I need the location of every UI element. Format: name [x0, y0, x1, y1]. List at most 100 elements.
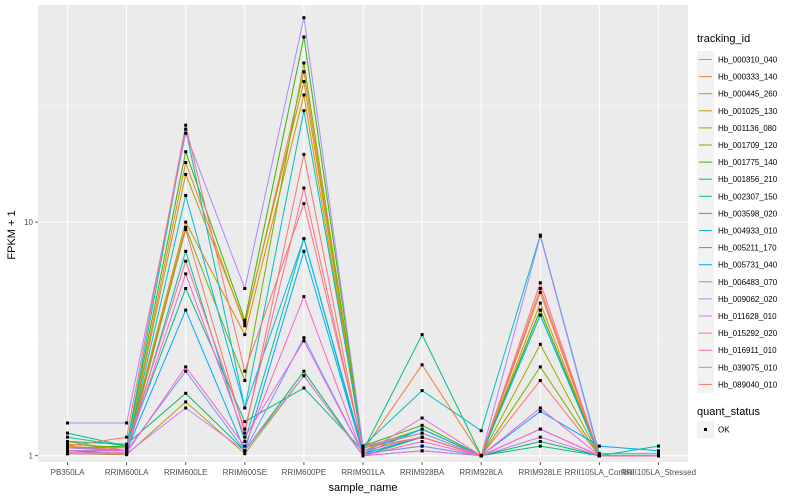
data-point: [302, 374, 306, 378]
data-point: [184, 123, 188, 127]
data-point: [538, 313, 542, 317]
y-axis: 1 10: [24, 218, 38, 461]
data-point: [184, 272, 188, 276]
data-point: [420, 423, 424, 427]
data-point: [302, 336, 306, 340]
data-point: [538, 427, 542, 431]
data-point: [302, 202, 306, 206]
legend-label: Hb_003598_020: [718, 209, 778, 218]
data-point: [302, 186, 306, 190]
x-tick-label: RRIM600SE: [223, 468, 267, 477]
data-point: [66, 421, 69, 425]
data-point: [538, 409, 542, 413]
data-point: [184, 228, 188, 231]
data-point: [243, 318, 247, 322]
legend-label: Hb_016911_010: [718, 346, 777, 355]
data-point: [243, 435, 247, 439]
data-point: [361, 452, 365, 456]
data-point: [66, 442, 69, 446]
data-point: [66, 446, 69, 450]
data-point: [125, 449, 129, 453]
legend-label: Hb_000333_140: [718, 73, 778, 82]
data-point: [657, 449, 660, 453]
data-point: [243, 427, 247, 431]
x-tick-label: RRIM901LA: [341, 468, 385, 477]
data-point: [184, 287, 188, 290]
data-point: [538, 406, 542, 410]
data-point: [657, 454, 660, 458]
data-point: [420, 427, 424, 431]
x-tick-label: PB350LA: [51, 468, 85, 477]
data-point: [243, 449, 247, 453]
data-point: [184, 249, 188, 253]
legend-label: Hb_009062_020: [718, 295, 778, 304]
data-point: [302, 35, 306, 39]
data-point: [479, 454, 483, 458]
data-point: [538, 234, 542, 238]
legend-title: quant_status: [697, 406, 760, 418]
legend-label: Hb_001856_210: [718, 175, 778, 184]
legend-label: OK: [718, 426, 730, 435]
data-point: [66, 431, 69, 435]
data-point: [538, 281, 542, 285]
x-tick-label: RRIM928BA: [400, 468, 445, 477]
x-axis-title: sample_name: [328, 482, 397, 494]
x-tick-label: RRIM928LA: [459, 468, 503, 477]
data-point: [243, 406, 247, 410]
x-tick-label: RRII105LA_Control: [565, 468, 635, 477]
legend-key-point: [704, 428, 707, 431]
data-point: [657, 444, 660, 448]
legend-label: Hb_005211_170: [718, 244, 777, 253]
legend-label: Hb_001709_120: [718, 141, 778, 150]
legend-label: Hb_002307_150: [718, 192, 778, 201]
y-tick-label: 1: [29, 452, 34, 461]
data-point: [184, 150, 188, 154]
data-point: [66, 435, 69, 439]
data-point: [538, 444, 542, 448]
data-point: [479, 429, 483, 433]
data-point: [66, 444, 69, 448]
data-point: [243, 379, 247, 382]
data-point: [243, 452, 247, 456]
data-point: [538, 365, 542, 369]
legend-title: tracking_id: [697, 33, 750, 45]
data-point: [184, 365, 188, 369]
x-tick-label: RRIM600PE: [282, 468, 326, 477]
data-point: [420, 389, 424, 393]
legend-label: Hb_001025_130: [718, 107, 778, 116]
y-tick-label: 10: [24, 218, 33, 227]
legend-label: Hb_001775_140: [718, 158, 778, 167]
legend-label: Hb_005731_040: [718, 261, 778, 270]
legend-label: Hb_000310_040: [718, 56, 778, 65]
data-point: [302, 386, 306, 390]
legend-quant-status: quant_status OK: [697, 406, 760, 438]
data-point: [184, 259, 188, 263]
data-point: [243, 324, 247, 328]
data-point: [243, 333, 247, 337]
data-point: [361, 446, 365, 450]
data-point: [538, 308, 542, 312]
data-point: [184, 194, 188, 197]
data-point: [302, 70, 306, 74]
data-point: [66, 449, 69, 453]
data-point: [420, 333, 424, 337]
data-point: [184, 172, 188, 176]
data-point: [420, 449, 424, 453]
data-point: [302, 93, 306, 97]
data-point: [420, 440, 424, 443]
data-point: [302, 295, 306, 299]
data-point: [66, 440, 69, 443]
y-axis-title: FPKM + 1: [6, 210, 18, 259]
data-point: [420, 363, 424, 367]
legend-label: Hb_015292_020: [718, 329, 778, 338]
data-point: [302, 237, 306, 241]
data-point: [243, 287, 247, 290]
data-point: [420, 431, 424, 435]
data-point: [361, 454, 365, 458]
data-point: [302, 369, 306, 373]
x-axis: PB350LA RRIM600LA RRIM600LE RRIM600SE RRIM60…: [51, 462, 696, 477]
legend-label: Hb_011628_010: [718, 312, 777, 321]
data-point: [538, 379, 542, 382]
data-point: [597, 452, 601, 456]
